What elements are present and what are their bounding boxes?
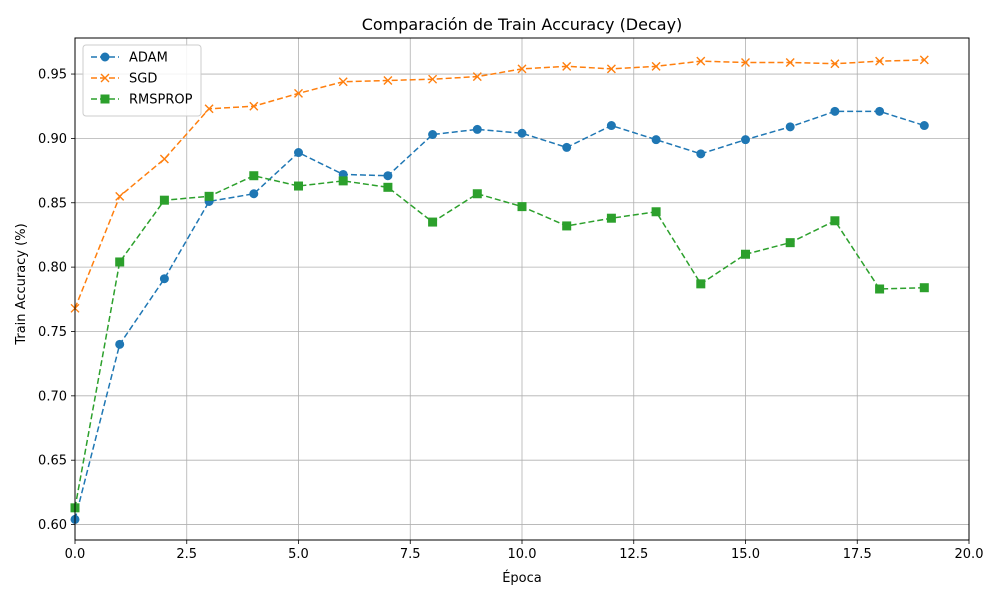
data-point-sgd	[741, 57, 750, 67]
data-point-adam	[472, 124, 482, 134]
data-point-adam	[875, 106, 885, 116]
series-adam	[70, 106, 929, 524]
legend: ADAM SGD RMSPROP	[82, 44, 202, 117]
series-line-rmsprop	[74, 174, 925, 508]
data-point-sgd	[562, 61, 572, 71]
legend-item-rmsprop: RMSPROP	[91, 93, 193, 108]
x-tick-label: 5.0	[288, 547, 309, 562]
data-point-adam	[159, 274, 169, 284]
data-point-sgd	[294, 88, 303, 98]
data-point-rmsprop	[830, 216, 840, 226]
y-tick-label: 0.95	[38, 68, 67, 83]
data-point-adam	[562, 142, 572, 152]
x-tick-label: 10.0	[508, 547, 537, 562]
data-point-rmsprop	[785, 238, 795, 248]
series-layer	[70, 55, 929, 524]
x-tick-label: 7.5	[400, 547, 421, 562]
grid-lines	[74, 38, 970, 540]
data-point-adam	[383, 171, 393, 181]
data-point-sgd	[830, 59, 840, 69]
y-tick-label: 0.85	[38, 196, 67, 211]
data-point-sgd	[383, 75, 393, 85]
series-line-adam	[74, 110, 925, 520]
x-tick-label: 15.0	[731, 547, 760, 562]
x-tick-label: 2.5	[176, 547, 197, 562]
data-point-rmsprop	[428, 217, 438, 227]
series-sgd	[70, 55, 929, 313]
data-point-sgd	[606, 64, 616, 74]
y-tick-label: 0.90	[38, 132, 67, 147]
data-point-adam	[785, 122, 795, 132]
data-point-adam	[249, 189, 259, 199]
data-point-adam	[696, 149, 706, 159]
data-point-adam	[294, 148, 303, 158]
data-point-rmsprop	[562, 221, 572, 231]
legend-label: ADAM	[129, 51, 168, 66]
data-point-adam	[606, 121, 616, 131]
data-point-rmsprop	[294, 181, 303, 191]
y-axis-ticks: 0.60 0.65 0.70 0.75 0.80 0.85 0.90 0.95	[38, 68, 75, 533]
legend-marker	[100, 73, 110, 83]
data-point-rmsprop	[651, 207, 661, 217]
data-point-rmsprop	[606, 213, 616, 223]
data-point-sgd	[338, 77, 348, 87]
x-tick-label: 17.5	[843, 547, 872, 562]
legend-item-adam: ADAM	[91, 51, 168, 66]
x-tick-label: 12.5	[619, 547, 648, 562]
data-point-adam	[115, 339, 125, 349]
legend-item-sgd: SGD	[91, 72, 157, 87]
y-tick-label: 0.65	[38, 454, 67, 469]
data-point-sgd	[159, 154, 169, 164]
data-point-rmsprop	[517, 202, 527, 212]
data-point-rmsprop	[741, 249, 750, 259]
data-point-sgd	[249, 101, 259, 111]
data-point-rmsprop	[204, 191, 214, 201]
data-point-sgd	[696, 56, 706, 66]
data-point-rmsprop	[383, 182, 393, 192]
x-tick-label: 20.0	[955, 547, 984, 562]
legend-label: RMSPROP	[129, 93, 193, 108]
data-point-sgd	[204, 104, 214, 114]
data-point-sgd	[651, 61, 661, 71]
data-point-rmsprop	[249, 171, 259, 181]
data-point-sgd	[919, 55, 929, 65]
data-point-sgd	[472, 72, 482, 82]
series-line-sgd	[74, 59, 925, 309]
data-point-rmsprop	[919, 283, 929, 293]
data-point-adam	[741, 135, 750, 145]
data-point-sgd	[785, 57, 795, 67]
data-point-sgd	[428, 74, 438, 84]
x-axis-ticks: 0.0 2.5 5.0 7.5 10.0 12.5 15.0 17.5 20.0	[65, 540, 984, 562]
y-tick-label: 0.80	[38, 261, 67, 276]
data-point-rmsprop	[159, 195, 169, 205]
data-point-adam	[830, 106, 840, 116]
y-tick-label: 0.75	[38, 325, 67, 340]
data-point-adam	[651, 135, 661, 145]
y-tick-label: 0.70	[38, 389, 67, 404]
data-point-rmsprop	[875, 284, 885, 294]
y-axis-label: Train Accuracy (%)	[14, 223, 29, 345]
data-point-sgd	[875, 56, 885, 66]
data-point-sgd	[115, 191, 125, 201]
data-point-adam	[428, 130, 438, 140]
data-point-adam	[517, 128, 527, 138]
data-point-rmsprop	[115, 257, 125, 267]
data-point-adam	[919, 121, 929, 131]
chart-title: Comparación de Train Accuracy (Decay)	[362, 15, 683, 34]
data-point-rmsprop	[338, 176, 348, 186]
y-tick-label: 0.60	[38, 518, 67, 533]
legend-label: SGD	[129, 72, 157, 87]
data-point-rmsprop	[472, 189, 482, 199]
x-axis-label: Época	[502, 570, 542, 586]
series-rmsprop	[70, 171, 929, 513]
legend-marker	[100, 94, 110, 104]
x-tick-label: 0.0	[65, 547, 86, 562]
data-point-rmsprop	[696, 279, 706, 289]
legend-marker	[100, 52, 110, 62]
data-point-sgd	[517, 64, 527, 74]
